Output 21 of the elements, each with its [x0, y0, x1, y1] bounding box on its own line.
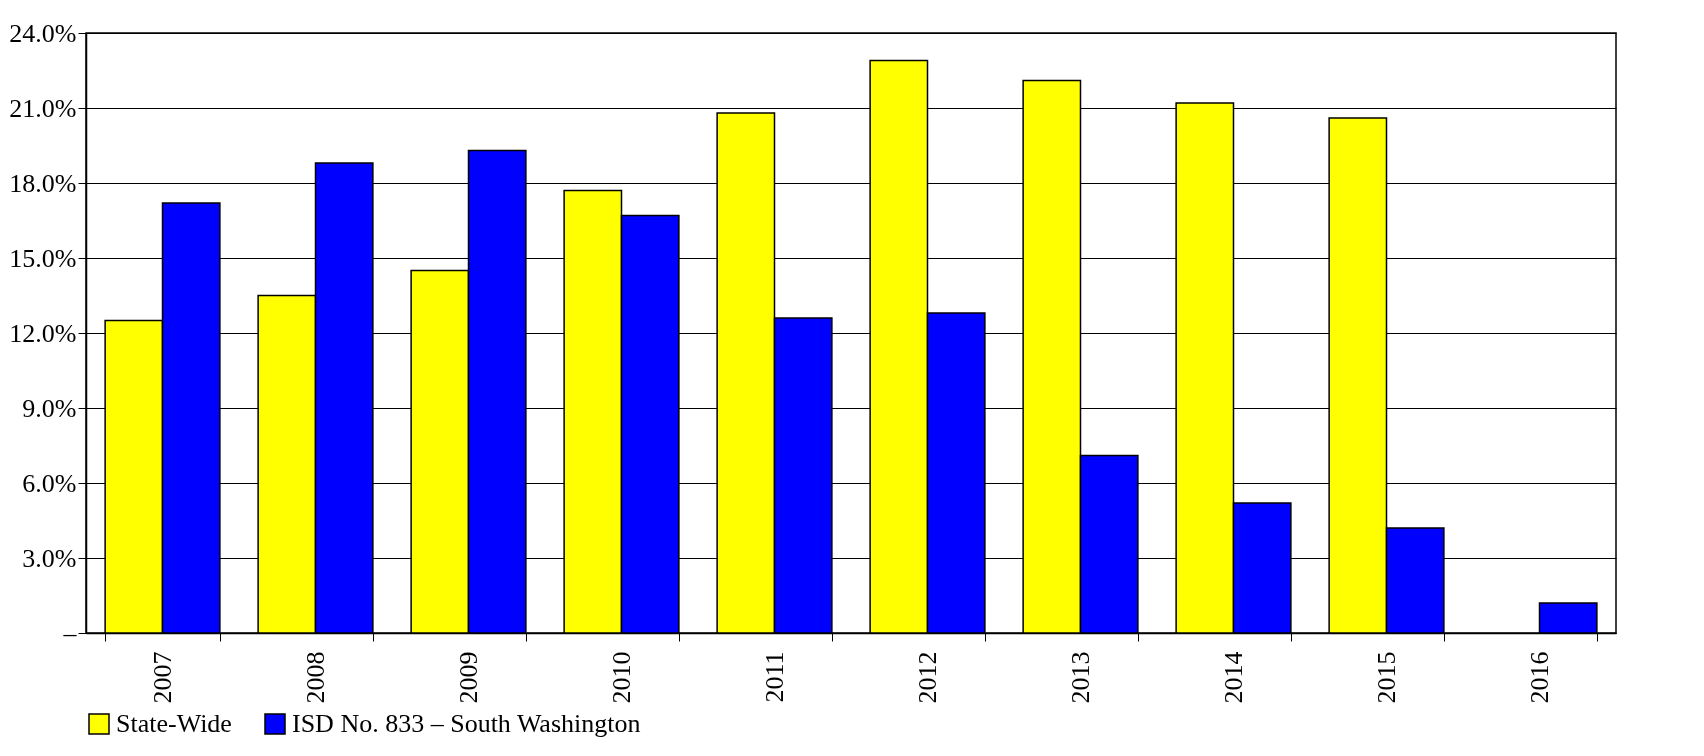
y-tick-label: – [62, 618, 78, 648]
x-tick-label: 2014 [1219, 651, 1248, 704]
x-tick-label: 2008 [301, 651, 330, 704]
y-tick-label: 3.0% [22, 543, 77, 573]
y-tick-label: 21.0% [9, 93, 77, 123]
y-tick-label: 15.0% [9, 243, 77, 273]
legend-label: State-Wide [116, 709, 232, 738]
x-tick-label: 2012 [913, 651, 942, 704]
y-tick-label: 6.0% [22, 468, 77, 498]
y-tick-label: 12.0% [9, 318, 77, 348]
x-tick-label: 2007 [148, 651, 177, 704]
legend-label: ISD No. 833 – South Washington [292, 709, 641, 738]
x-tick-label: 2015 [1372, 651, 1401, 704]
x-tick-label: 2016 [1525, 651, 1554, 704]
x-tick-label: 2013 [1066, 651, 1095, 704]
x-tick-label: 2009 [454, 651, 483, 704]
y-tick-label: 24.0% [9, 18, 77, 48]
x-tick-label: 2010 [607, 651, 636, 704]
y-tick-label: 18.0% [9, 168, 77, 198]
x-tick-label: 2011 [760, 651, 789, 703]
y-tick-label: 9.0% [22, 393, 77, 423]
